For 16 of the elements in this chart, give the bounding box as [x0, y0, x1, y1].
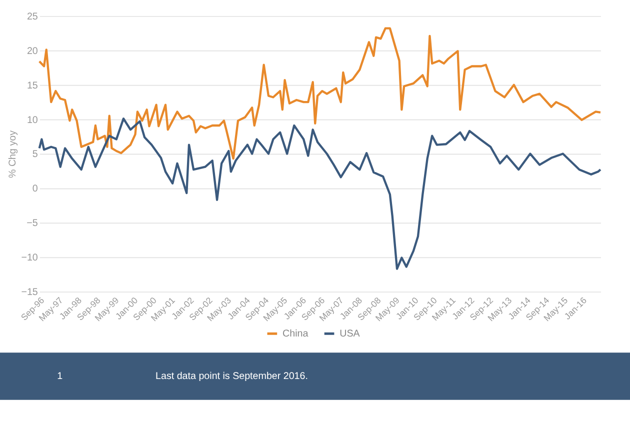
text: Last data point is September 2016. [156, 371, 308, 382]
y-tick-label: −10 [21, 252, 38, 264]
y-tick-label: 20 [26, 46, 38, 57]
y-tick-label: 10 [26, 114, 38, 126]
text: 1 [57, 371, 63, 382]
legend-label: China [282, 328, 309, 340]
y-tick-label: 5 [32, 149, 38, 160]
y-tick-label: 25 [26, 11, 38, 22]
y-axis-title: % Chg yoy [7, 130, 18, 178]
line-series [38, 118, 602, 270]
y-tick-label: −5 [26, 218, 38, 230]
y-tick-label: −15 [21, 287, 38, 298]
y-tick-label: 15 [26, 80, 38, 92]
legend-label: USA [340, 328, 360, 340]
y-tick-label: 0 [32, 184, 38, 195]
line-series [38, 27, 602, 160]
